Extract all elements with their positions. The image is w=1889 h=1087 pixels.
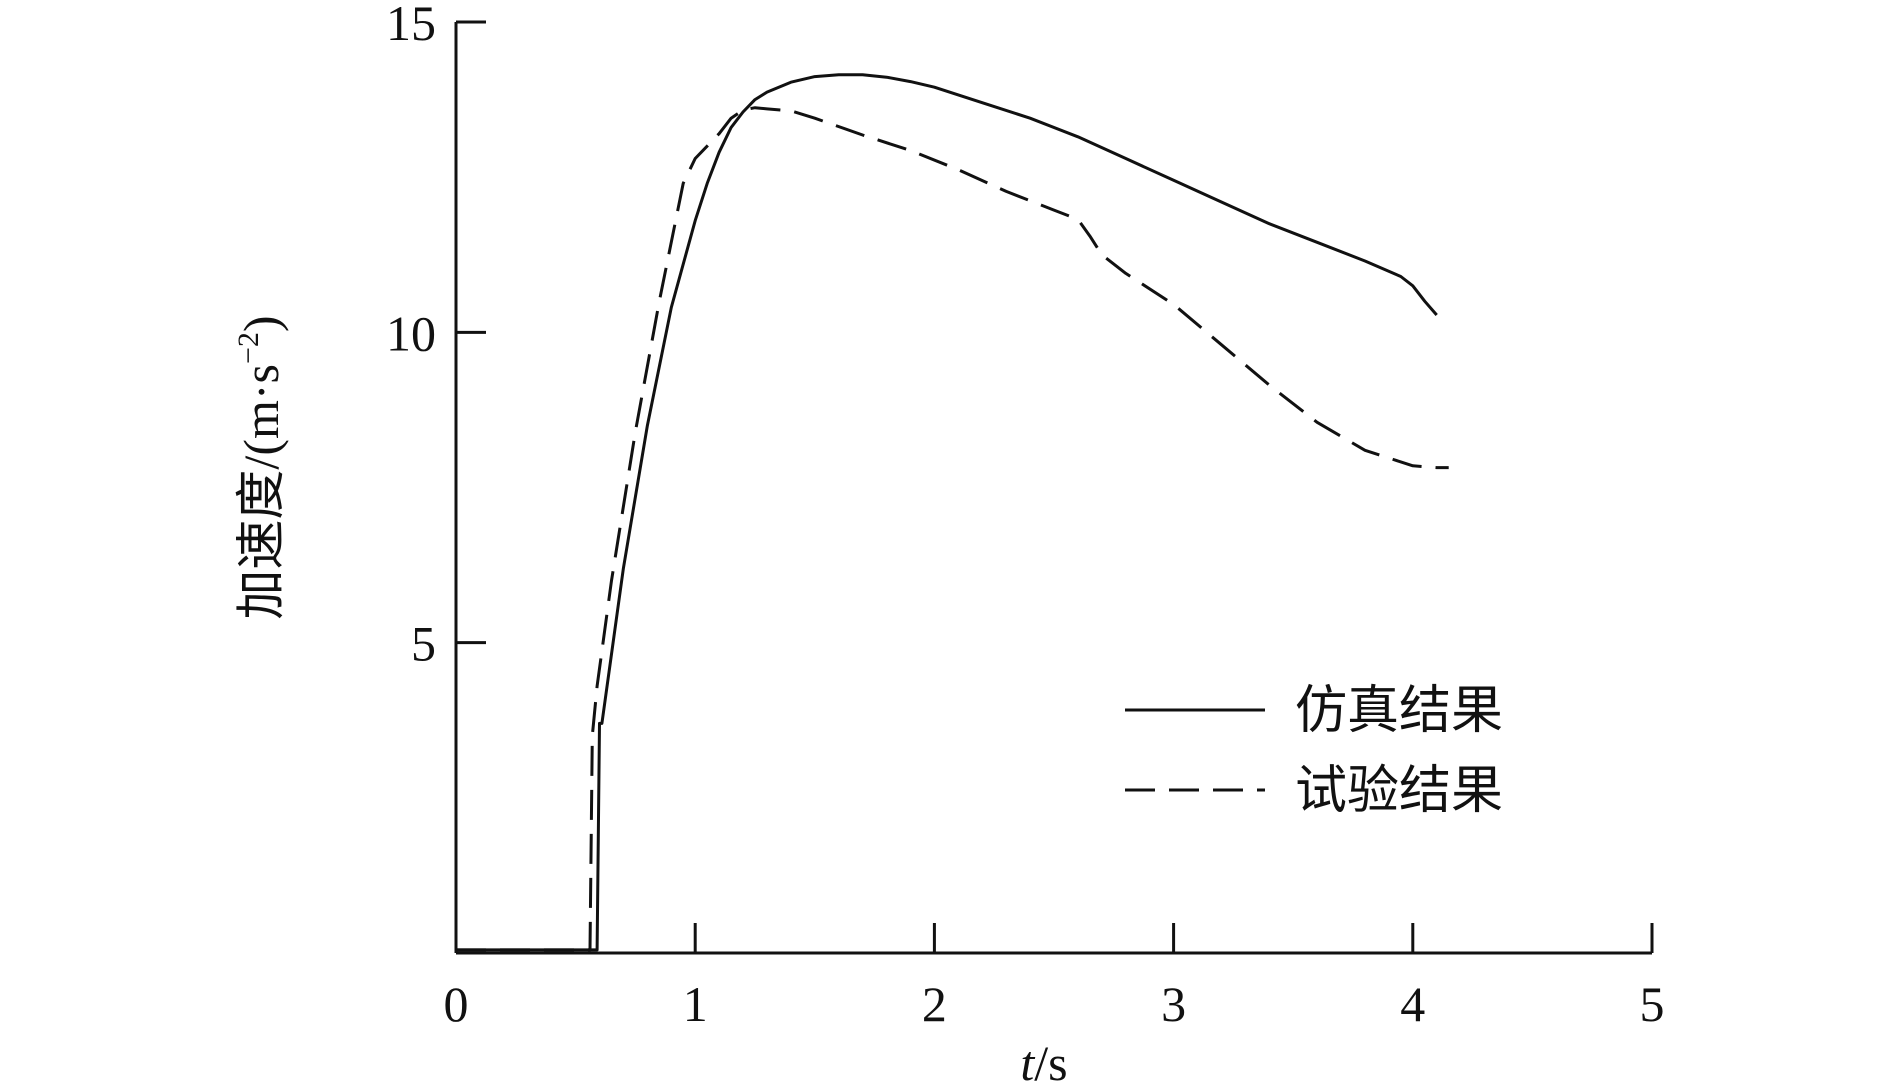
x-axis-title-variable: t <box>1020 1035 1035 1087</box>
legend-label-experiment: 试验结果 <box>1295 763 1503 820</box>
x-tick-label: 0 <box>444 976 469 1032</box>
y-tick-label: 10 <box>386 305 436 361</box>
x-tick-label: 4 <box>1400 976 1425 1032</box>
series-line-simulation <box>456 73 1438 952</box>
y-axis-title-main: 加速度/(m·s <box>233 364 289 620</box>
y-axis-title-close: ) <box>233 315 289 332</box>
x-axis-title-unit: /s <box>1034 1035 1067 1087</box>
x-tick-label: 5 <box>1640 976 1665 1032</box>
x-tick-label: 3 <box>1161 976 1186 1032</box>
y-axis-title: 加速度/(m·s−2) <box>232 315 289 619</box>
series-line-experiment <box>456 106 1449 952</box>
legend-label-simulation: 仿真结果 <box>1295 683 1503 740</box>
y-tick-label: 15 <box>386 0 436 51</box>
legend: 仿真结果 试验结果 <box>1125 683 1503 820</box>
x-tick-label: 2 <box>922 976 947 1032</box>
series-layer <box>456 73 1449 952</box>
axes <box>454 22 1652 955</box>
x-tick-label: 1 <box>683 976 708 1032</box>
y-axis-title-exponent: −2 <box>232 332 265 364</box>
ticks: 0 1 2 3 4 5 5 10 15 <box>386 0 1665 1032</box>
x-axis-title: t/s <box>1020 1035 1067 1087</box>
y-tick-label: 5 <box>411 616 436 672</box>
